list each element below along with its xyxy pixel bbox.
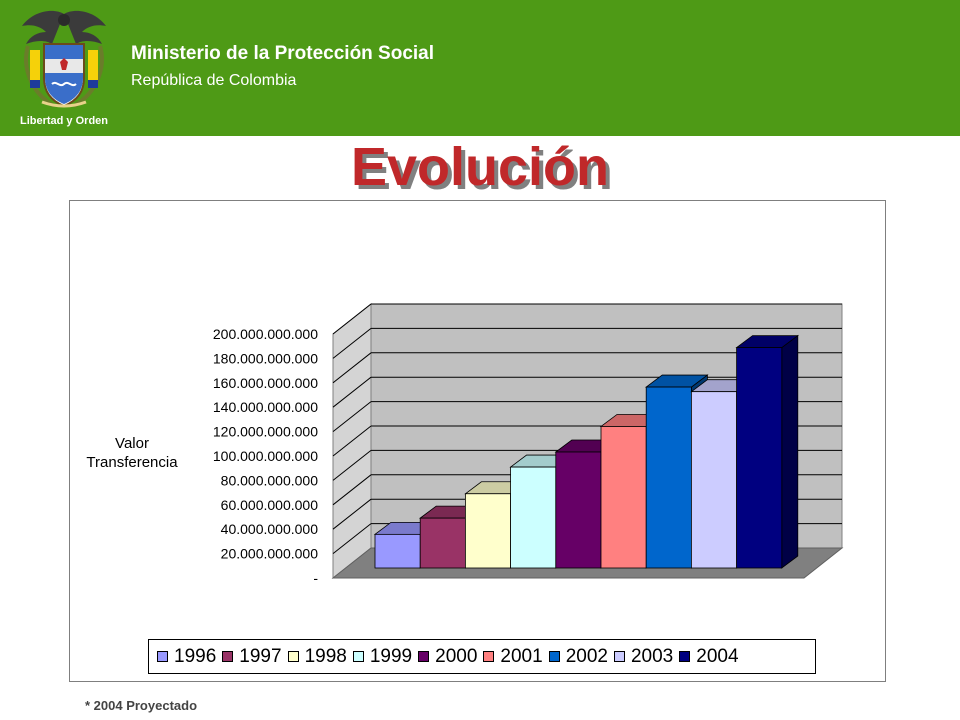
legend-label: 1996 [174,645,217,667]
legend-item: 1998 [287,645,347,668]
header-bar: Libertad y Orden Ministerio de la Protec… [0,0,960,136]
org-name: Ministerio de la Protección Social [131,43,435,64]
chart-legend: 1996 1997 1998 1999 2000 2001 2002 2003 2004 [148,639,816,674]
legend-swatch [418,651,430,662]
legend-swatch [222,651,234,662]
legend-item: 1999 [352,645,413,668]
y-axis-label: Valor Transferencia [72,434,192,472]
legend-label: 2004 [696,645,739,667]
y-tick-label: 20.000.000.000 [221,546,319,562]
legend-swatch [679,651,691,662]
bar-2003 [691,391,738,569]
bar-1998 [464,493,511,569]
gridline-side [332,352,372,384]
y-tick-label: 120.000.000.000 [213,424,318,440]
y-tick-label: 160.000.000.000 [213,375,318,391]
y-axis-label-line-1: Valor [115,435,149,452]
legend-swatch [613,651,625,662]
legend-label: 2002 [565,645,608,667]
footnote: * 2004 Proyectado [85,698,198,713]
chart-frame [69,200,886,682]
gridline-side [332,425,372,457]
legend-label: 1997 [239,645,282,667]
org-subtitle: República de Colombia [131,72,297,89]
bar-1996 [374,533,421,569]
y-tick-label: - [313,570,318,586]
legend-label: 2001 [500,645,543,667]
gridline-side [332,450,372,481]
y-tick-label: 60.000.000.000 [221,497,319,513]
bar-side-2004 [781,334,799,569]
legend-swatch [548,651,560,662]
legend-label: 2003 [630,645,674,667]
legend-label: 2000 [435,645,478,667]
bar-2001 [600,426,647,569]
bar-2002 [645,386,692,569]
legend-swatch [352,651,364,662]
gridline-side [332,498,372,530]
gridline-side [332,376,372,408]
legend-item: 1997 [222,645,282,668]
legend-swatch [157,651,168,662]
y-tick-label: 100.000.000.000 [213,448,318,464]
svg-text:Libertad y Orden: Libertad y Orden [20,115,108,127]
y-tick-label: 200.000.000.000 [213,326,318,342]
gridline-side [332,523,372,554]
legend-label: 1999 [369,645,413,667]
legend-swatch [483,651,495,662]
y-tick-label: 40.000.000.000 [221,521,319,537]
bar-1997 [419,517,466,569]
gridline-side [332,401,372,432]
legend-item: 2004 [679,645,739,668]
y-tick-label: 180.000.000.000 [213,350,318,366]
y-axis-label-line-2: Transferencia [86,454,178,471]
gridline-side [332,328,372,359]
gridline-side [332,303,372,335]
bar-2004 [736,347,783,569]
y-tick-label: 140.000.000.000 [213,399,318,415]
legend-item: 2002 [548,645,608,668]
gridline-side [332,474,372,506]
legend-item: 1996 [157,646,216,668]
legend-item: 2001 [483,645,543,668]
bar-1999 [510,466,557,569]
legend-swatch [287,651,299,662]
legend-item: 2003 [613,645,674,668]
coat-of-arms-logo: Libertad y Orden [14,6,114,130]
y-tick-label: 80.000.000.000 [221,472,319,488]
legend-item: 2000 [418,646,477,668]
bar-2000 [555,451,602,569]
legend-label: 1998 [304,645,347,667]
page-title: Evolución [350,137,610,197]
